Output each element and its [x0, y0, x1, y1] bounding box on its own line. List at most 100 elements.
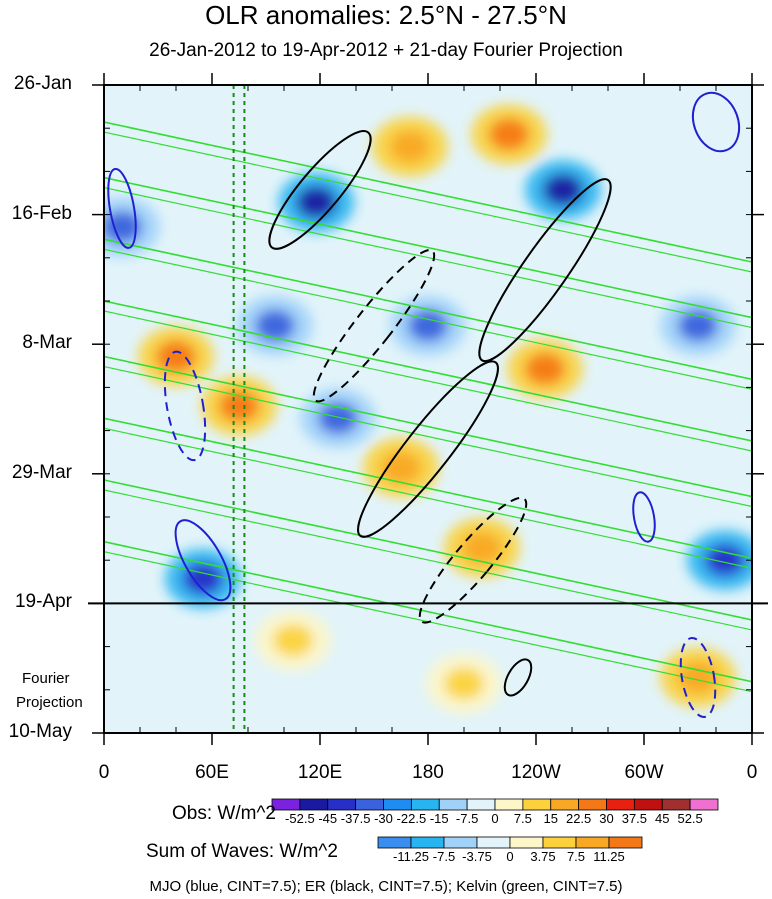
mjo-contour-1	[163, 350, 207, 462]
obs-colorbar-swatch-10	[550, 798, 580, 811]
mjo-contour-5	[632, 491, 656, 543]
obs-colorbar-swatch-14	[661, 798, 691, 811]
anomaly-blob-12	[318, 402, 358, 435]
x-tick-label-1: 60E	[195, 762, 229, 783]
waves-colorbar-swatch-6	[575, 836, 610, 849]
waves-colorbar-swatch-2	[443, 836, 478, 849]
obs-colorbar-swatch-5	[410, 798, 440, 811]
obs-colorbar-tick-4: -22.5	[396, 811, 427, 826]
y-tick-label-3: 29-Mar	[11, 461, 72, 483]
kelvin-contour-b-0	[104, 131, 752, 273]
anomaly-blob-17	[273, 624, 313, 657]
kelvin-contour-b-2	[104, 248, 752, 390]
waves-colorbar-swatch-0	[377, 836, 412, 849]
kelvin-contour-6	[104, 479, 752, 621]
mjo-contour-0	[107, 167, 137, 249]
obs-colorbar-swatch-9	[522, 798, 552, 811]
chart-subtitle: 26-Jan-2012 to 19-Apr-2012 + 21-day Four…	[149, 40, 623, 61]
kelvin-contour-4	[104, 355, 752, 498]
er-contour-0	[268, 130, 372, 250]
kelvin-contour-0	[104, 121, 752, 263]
waves-colorbar-title: Sum of Waves: W/m^2	[146, 841, 338, 862]
plot-background	[104, 85, 752, 733]
anomaly-blob-0	[156, 340, 196, 373]
obs-colorbar-swatch-4	[383, 798, 412, 811]
anomaly-blob-1	[219, 389, 259, 422]
y-tick-label-0: 26-Jan	[13, 73, 72, 94]
obs-colorbar-swatch-11	[578, 798, 607, 811]
waves-colorbar-tick-1: -7.5	[432, 849, 456, 864]
obs-colorbar-swatch-8	[494, 798, 524, 811]
kelvin-contour-b-6	[104, 489, 752, 631]
obs-colorbar-swatch-2	[327, 798, 357, 811]
er-contour-5	[503, 658, 533, 697]
anomaly-blob-6	[543, 173, 583, 206]
mjo-contour-2	[174, 519, 232, 602]
waves-colorbar-swatch-5	[542, 836, 577, 849]
axis-layer	[88, 73, 768, 745]
anomaly-blob-5	[390, 130, 430, 163]
obs-colorbar-tick-11: 30	[599, 811, 614, 826]
obs-colorbar-swatch-0	[271, 798, 301, 811]
x-tick-label-6: 0	[746, 762, 758, 783]
obs-colorbar-tick-14: 52.5	[677, 811, 703, 826]
waves-colorbar-swatch-7	[608, 836, 643, 849]
mjo-contour-4	[679, 636, 717, 718]
x-tick-label-3: 180	[412, 762, 444, 783]
x-tick-label-5: 60W	[624, 762, 664, 783]
x-tick-label-4: 120W	[511, 762, 561, 783]
kelvin-contour-b-4	[104, 365, 752, 508]
obs-colorbar-tick-7: 0	[491, 811, 499, 826]
kelvin-contour-b-5	[104, 427, 752, 569]
waves-colorbar-tick-4: 3.75	[530, 849, 556, 864]
waves-colorbar-tick-2: -3.75	[462, 849, 492, 864]
anomaly-blob-16	[678, 661, 718, 694]
anomaly-blob-13	[381, 451, 421, 484]
y-tick-label-4: 19-Apr	[14, 591, 72, 613]
obs-colorbar-title: Obs: W/m^2	[172, 803, 276, 824]
obs-colorbar-swatch-3	[355, 798, 384, 811]
y-tick-label-2: 8-Mar	[22, 332, 72, 354]
obs-colorbar-tick-10: 22.5	[565, 811, 592, 826]
obs-colorbar-tick-1: -45	[318, 811, 338, 826]
obs-colorbar-tick-2: -37.5	[340, 811, 371, 826]
kelvin-contour-7	[104, 540, 752, 683]
y-tick-label-1: 16-Feb	[11, 202, 72, 224]
obs-colorbar-swatch-1	[299, 798, 329, 811]
waves-colorbar-swatch-3	[476, 836, 511, 849]
colorbar-layer	[271, 798, 719, 849]
anomaly-blob-7	[489, 118, 529, 151]
obs-colorbar-swatch-13	[633, 798, 663, 811]
obs-colorbar-tick-0: -52.5	[285, 811, 315, 826]
obs-colorbar-swatch-6	[438, 798, 468, 811]
waves-colorbar-swatch-1	[410, 836, 445, 849]
anomaly-blob-2	[255, 309, 295, 342]
projection-label-line2: Projection	[16, 694, 83, 711]
y-tick-label-5: 10-May	[8, 721, 72, 742]
obs-colorbar-tick-3: -30	[374, 811, 393, 826]
kelvin-contour-2	[104, 238, 752, 381]
obs-colorbar-tick-8: 7.5	[513, 811, 532, 826]
anomaly-blob-4	[408, 309, 448, 342]
obs-colorbar-tick-12: 37.5	[621, 811, 648, 826]
obs-colorbar-tick-13: 45	[655, 811, 670, 826]
kelvin-contour-b-3	[104, 310, 752, 452]
kelvin-contour-3	[104, 300, 752, 442]
footer-caption: MJO (blue, CINT=7.5); ER (black, CINT=7.…	[149, 878, 623, 895]
er-contour-2	[357, 360, 499, 538]
er-contour-4	[478, 178, 612, 363]
anomaly-blob-8	[525, 352, 565, 385]
waves-colorbar-tick-3: 0	[506, 849, 514, 864]
kelvin-contour-5	[104, 417, 752, 560]
obs-colorbar-tick-5: -15	[429, 811, 449, 826]
x-tick-label-2: 120E	[297, 762, 343, 783]
anomaly-blob-9	[678, 309, 718, 342]
waves-colorbar-swatch-4	[509, 836, 544, 849]
kelvin-contour-1	[104, 176, 752, 319]
x-tick-label-0: 0	[98, 762, 110, 783]
obs-colorbar-swatch-15	[689, 798, 719, 811]
obs-colorbar-swatch-7	[466, 798, 496, 811]
obs-colorbar-tick-6: -7.5	[455, 811, 479, 826]
waves-colorbar-tick-6: 11.25	[593, 849, 625, 864]
